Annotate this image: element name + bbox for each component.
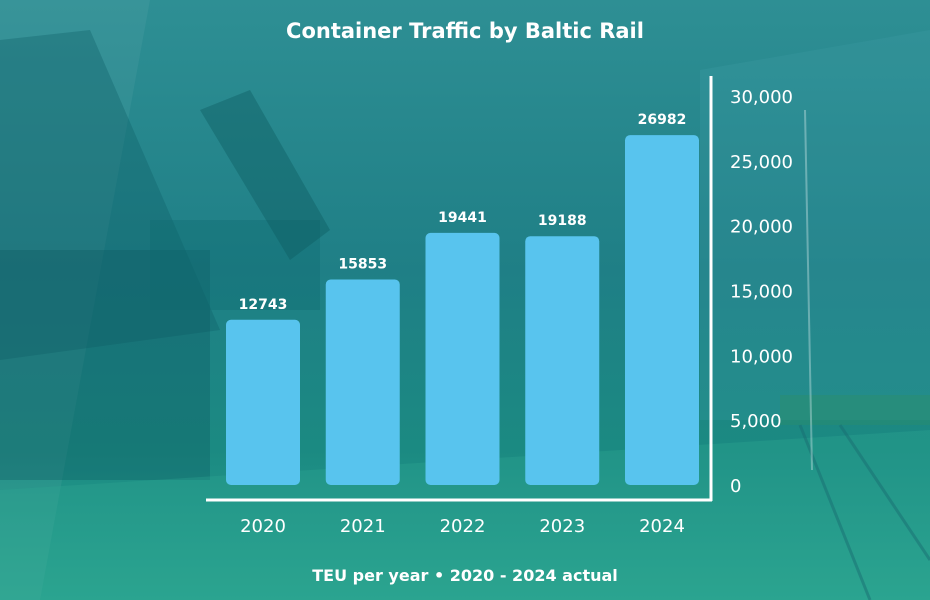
y-tick-label-5000: 5,000: [730, 411, 782, 432]
y-tick-label-0: 0: [730, 476, 741, 497]
data-label-2024: 26982: [638, 112, 687, 128]
x-tick-label-2020: 2020: [240, 516, 286, 537]
bar-2023: [525, 236, 600, 485]
data-label-2023: 19188: [538, 213, 587, 229]
x-tick-label-2024: 2024: [639, 516, 685, 537]
bar-2020: [226, 319, 300, 485]
data-label-2020: 12743: [239, 297, 288, 313]
bar-2024: [625, 135, 699, 485]
data-label-2021: 15853: [338, 256, 387, 272]
chart-title: Container Traffic by Baltic Rail: [286, 19, 644, 43]
y-tick-label-25000: 25,000: [730, 152, 793, 173]
y-tick-label-20000: 20,000: [730, 217, 793, 238]
x-tick-label-2022: 2022: [440, 516, 486, 537]
bar-2022: [425, 232, 500, 485]
x-tick-label-2021: 2021: [340, 516, 386, 537]
bar-2021: [325, 279, 400, 485]
data-label-2022: 19441: [438, 210, 487, 226]
x-tick-label-2023: 2023: [539, 516, 585, 537]
y-tick-label-10000: 10,000: [730, 346, 793, 367]
y-tick-label-30000: 30,000: [730, 87, 793, 108]
chart-subtitle: TEU per year • 2020 - 2024 actual: [312, 566, 618, 585]
y-tick-label-15000: 15,000: [730, 282, 793, 303]
